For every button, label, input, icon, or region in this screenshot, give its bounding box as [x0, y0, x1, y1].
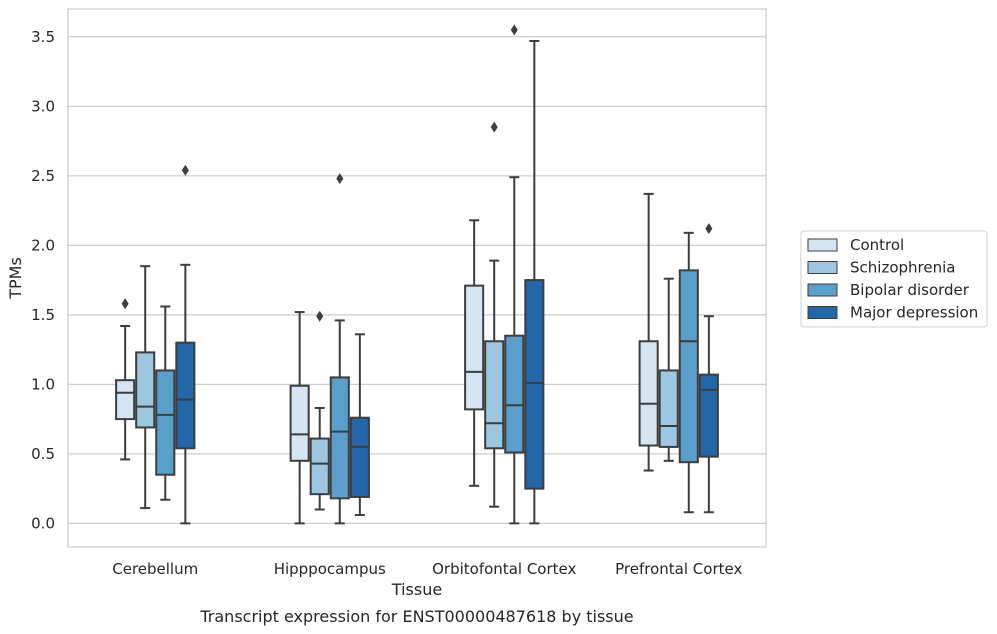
legend-swatch	[807, 238, 838, 252]
legend-swatch	[807, 306, 838, 319]
outlier-point	[316, 310, 324, 322]
x-tick-label: Orbitofontal Cortex	[432, 560, 576, 578]
iqr-box	[135, 351, 156, 429]
iqr-box	[175, 341, 196, 450]
series-schizophrenia	[135, 121, 679, 511]
box	[349, 333, 370, 517]
y-tick-label: 3.5	[31, 28, 55, 46]
iqr-box	[309, 437, 330, 496]
y-tick-label: 2.0	[31, 236, 55, 254]
y-tick-label: 0.0	[31, 514, 55, 532]
legend-label: Control	[850, 236, 904, 254]
iqr-box	[349, 416, 370, 498]
box-plot-series	[115, 24, 719, 525]
iqr-box	[484, 340, 505, 450]
box	[484, 121, 505, 508]
y-tick-label: 1.0	[31, 375, 55, 393]
chart-caption: Transcript expression for ENST0000048761…	[199, 607, 633, 626]
box	[115, 298, 136, 461]
x-axis-title: Tissue	[391, 580, 442, 599]
outlier-point	[181, 164, 189, 176]
box	[155, 305, 176, 501]
y-tick-label: 0.5	[31, 445, 55, 463]
iqr-box	[504, 334, 525, 454]
iqr-box	[698, 373, 719, 458]
y-axis-title: TPMs	[6, 257, 25, 300]
x-tick-label: Prefrontal Cortex	[615, 560, 742, 578]
y-tick-labels: 0.0 0.5 1.0 1.5 2.0 2.5 3.0 3.5	[31, 28, 55, 533]
iqr-box	[155, 369, 176, 476]
legend-swatch	[807, 283, 838, 297]
iqr-box	[638, 340, 659, 447]
box	[329, 173, 350, 525]
box	[524, 39, 545, 525]
series-bipolar-disorder	[155, 24, 699, 525]
legend: Control Schizophrenia Bipolar disorder Majo…	[800, 230, 988, 328]
box	[309, 310, 330, 511]
box	[504, 24, 525, 525]
iqr-box	[115, 379, 136, 421]
iqr-box	[678, 269, 699, 464]
outlier-point	[121, 298, 129, 310]
box	[698, 223, 719, 514]
x-tick-labels: Cerebellum Hipppocampus Orbitofontal Corte…	[112, 560, 742, 578]
box	[638, 192, 659, 472]
series-control	[115, 192, 659, 525]
legend-frame	[800, 230, 988, 328]
iqr-box	[464, 284, 485, 411]
outlier-point	[336, 173, 344, 185]
plot-area-frame	[67, 8, 767, 548]
iqr-box	[289, 384, 310, 462]
box	[175, 164, 196, 525]
iqr-box	[524, 279, 545, 490]
iqr-box	[329, 376, 350, 500]
y-tick-label: 1.5	[31, 306, 55, 324]
x-tick-label: Hipppocampus	[274, 560, 386, 578]
x-tick-label: Cerebellum	[112, 560, 198, 578]
iqr-box	[658, 369, 679, 448]
legend-label: Schizophrenia	[850, 259, 955, 277]
series-major-depression	[175, 39, 719, 525]
legend-label: Major depression	[850, 304, 978, 322]
box	[678, 231, 699, 514]
box	[289, 311, 310, 525]
outlier-point	[490, 121, 498, 133]
y-tick-label: 2.5	[31, 167, 55, 185]
box	[658, 277, 679, 462]
legend-label: Bipolar disorder	[850, 281, 970, 299]
box	[135, 265, 156, 510]
legend-swatch	[807, 261, 838, 274]
outlier-point	[705, 223, 713, 235]
y-tick-label: 3.0	[31, 97, 55, 115]
box	[464, 219, 485, 487]
outlier-point	[510, 24, 518, 36]
